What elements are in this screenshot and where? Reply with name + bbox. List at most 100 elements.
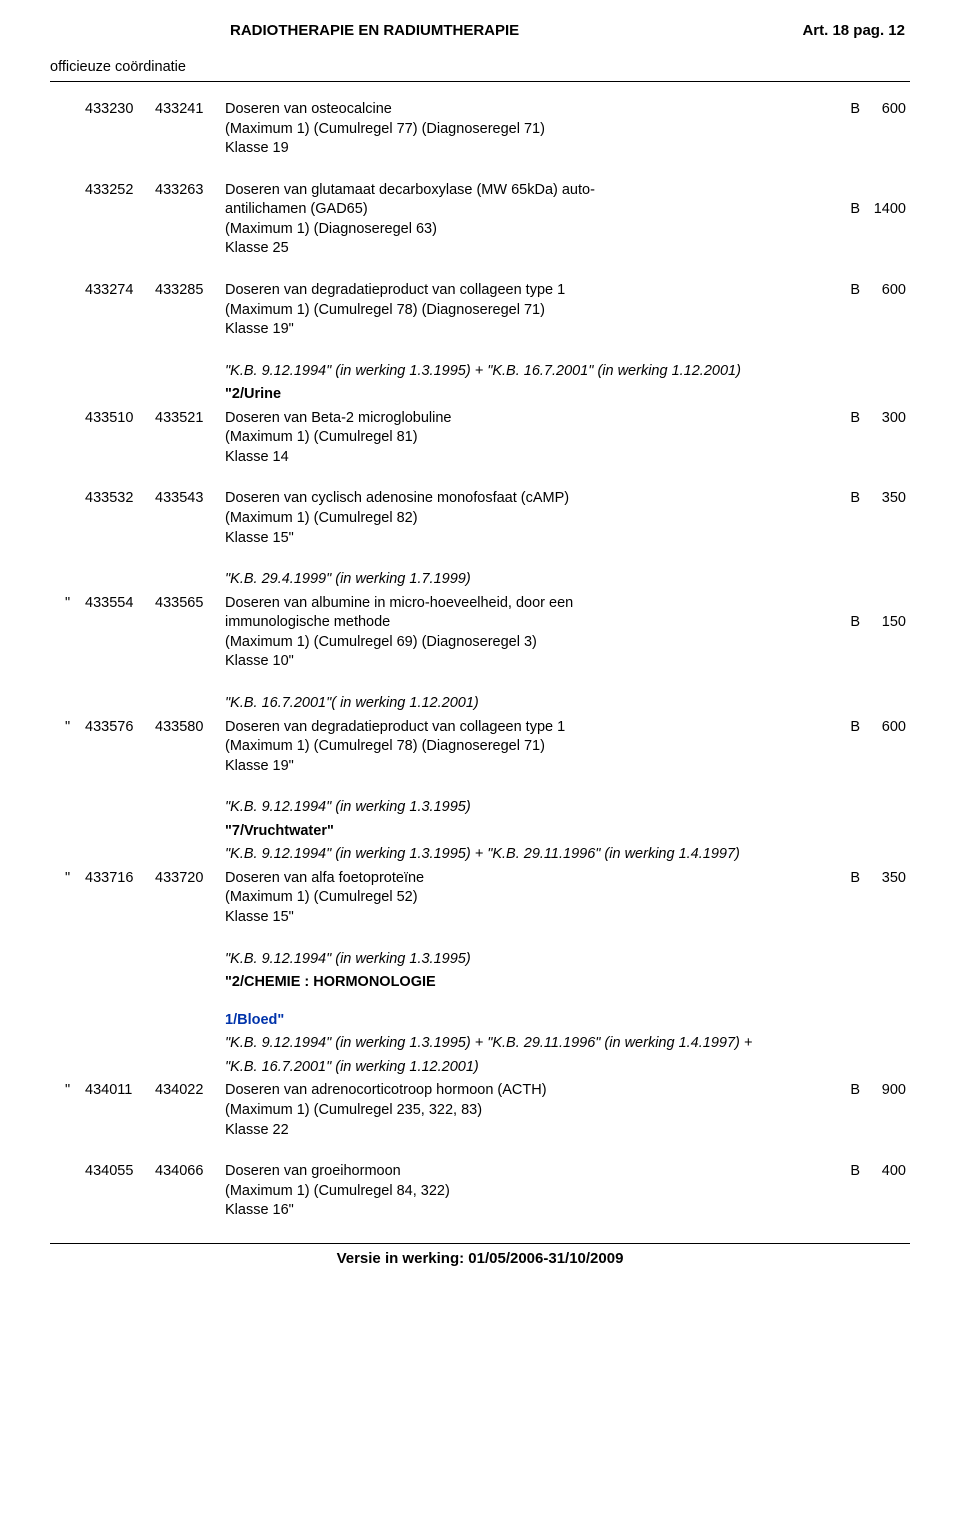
footer-rule (50, 1243, 910, 1244)
entry-code-1: 433532 (85, 489, 155, 509)
content-area: 433230433241Doseren van osteocalcine(Max… (50, 100, 910, 1221)
entry-code-2: 433263 (155, 181, 225, 201)
entry-line: (Maximum 1) (Cumulregel 81) (225, 428, 820, 448)
entry-row: "434011434022Doseren van adrenocorticotr… (65, 1081, 910, 1140)
entry-quote-mark: " (65, 718, 85, 738)
entry-line: (Maximum 1) (Diagnoseregel 63) (225, 220, 820, 240)
entry-line: antilichamen (GAD65) (225, 200, 820, 220)
entry-value: 350 (860, 489, 910, 509)
entry-code-2: 433285 (155, 281, 225, 301)
entry-line: (Maximum 1) (Cumulregel 77) (Diagnosereg… (225, 120, 820, 140)
entry-code-2: 434066 (155, 1162, 225, 1182)
entry-row: 433510433521Doseren van Beta-2 microglob… (65, 409, 910, 468)
entry-code-2: 433720 (155, 869, 225, 889)
entry-row: 434055434066Doseren van groeihormoon(Max… (65, 1162, 910, 1221)
entry-letter: B (830, 594, 860, 633)
entry-quote-mark: " (65, 1081, 85, 1101)
pre-note: "K.B. 9.12.1994" (in werking 1.3.1995) +… (225, 845, 910, 865)
entry-line: Doseren van degradatieproduct van collag… (225, 281, 820, 301)
entry-line: Doseren van adrenocorticotroop hormoon (… (225, 1081, 820, 1101)
note-blank (65, 997, 910, 1011)
header-title-right: Art. 18 pag. 12 (802, 22, 910, 39)
entry-description: Doseren van cyclisch adenosine monofosfa… (225, 489, 830, 548)
entry-letter: B (830, 1162, 860, 1182)
entry-description: Doseren van Beta-2 microglobuline(Maximu… (225, 409, 830, 468)
entry-value: 600 (860, 718, 910, 738)
entry-line: (Maximum 1) (Cumulregel 84, 322) (225, 1182, 820, 1202)
entry-description: Doseren van osteocalcine(Maximum 1) (Cum… (225, 100, 830, 159)
header-row: RADIOTHERAPIE EN RADIUMTHERAPIE Art. 18 … (50, 22, 910, 39)
entry-line: Klasse 25 (225, 239, 820, 259)
header-rule (50, 81, 910, 82)
entry-row: 433274433285Doseren van degradatieproduc… (65, 281, 910, 340)
entry-line: (Maximum 1) (Cumulregel 69) (Diagnosereg… (225, 633, 820, 653)
pre-note: 1/Bloed" (225, 1011, 910, 1031)
entry-code-2: 433565 (155, 594, 225, 614)
entry-letter: B (830, 409, 860, 429)
entry-description: Doseren van groeihormoon(Maximum 1) (Cum… (225, 1162, 830, 1221)
pre-note: "K.B. 9.12.1994" (in werking 1.3.1995) (225, 798, 910, 818)
entry-line: Klasse 22 (225, 1121, 820, 1141)
header-subtitle: officieuze coördinatie (50, 59, 910, 75)
page: RADIOTHERAPIE EN RADIUMTHERAPIE Art. 18 … (0, 0, 960, 1267)
entry-line: Klasse 15" (225, 529, 820, 549)
entry-value: 400 (860, 1162, 910, 1182)
entry-line: Doseren van osteocalcine (225, 100, 820, 120)
pre-note: "K.B. 29.4.1999" (in werking 1.7.1999) (225, 570, 910, 590)
entry-letter: B (830, 1081, 860, 1101)
entry-code-2: 433241 (155, 100, 225, 120)
entry-line: Klasse 16" (225, 1201, 820, 1221)
entry-row: 433252433263Doseren van glutamaat decarb… (65, 181, 910, 259)
entry-line: (Maximum 1) (Cumulregel 52) (225, 888, 820, 908)
entry-value: 300 (860, 409, 910, 429)
entry-description: Doseren van albumine in micro-hoeveelhei… (225, 594, 830, 672)
pre-note: "7/Vruchtwater" (225, 822, 910, 842)
entry-code-1: 434055 (85, 1162, 155, 1182)
entry-letter: B (830, 181, 860, 220)
entry-line: Doseren van cyclisch adenosine monofosfa… (225, 489, 820, 509)
entry-code-2: 433580 (155, 718, 225, 738)
entry-line: (Maximum 1) (Cumulregel 82) (225, 509, 820, 529)
entry-line: Doseren van groeihormoon (225, 1162, 820, 1182)
entry-code-1: 434011 (85, 1081, 155, 1101)
entry-line: (Maximum 1) (Cumulregel 78) (Diagnosereg… (225, 301, 820, 321)
entry-code-1: 433252 (85, 181, 155, 201)
entry-line: Doseren van albumine in micro-hoeveelhei… (225, 594, 820, 614)
entry-description: Doseren van adrenocorticotroop hormoon (… (225, 1081, 830, 1140)
pre-note: "K.B. 16.7.2001"( in werking 1.12.2001) (225, 694, 910, 714)
entry-line: Klasse 10" (225, 652, 820, 672)
header-title-left: RADIOTHERAPIE EN RADIUMTHERAPIE (230, 22, 519, 39)
entry-value: 900 (860, 1081, 910, 1101)
entry-line: Doseren van alfa foetoproteïne (225, 869, 820, 889)
entry-description: Doseren van degradatieproduct van collag… (225, 718, 830, 777)
entry-line: Doseren van degradatieproduct van collag… (225, 718, 820, 738)
entry-line: Klasse 19 (225, 139, 820, 159)
entry-value: 600 (860, 100, 910, 120)
entry-row: 433230433241Doseren van osteocalcine(Max… (65, 100, 910, 159)
entry-letter: B (830, 489, 860, 509)
entry-code-2: 433521 (155, 409, 225, 429)
entry-letter: B (830, 281, 860, 301)
entry-letter: B (830, 718, 860, 738)
entry-quote-mark: " (65, 594, 85, 614)
entry-value: 150 (860, 594, 910, 633)
entry-line: (Maximum 1) (Cumulregel 78) (Diagnosereg… (225, 737, 820, 757)
entry-code-1: 433554 (85, 594, 155, 614)
entry-value: 350 (860, 869, 910, 889)
entry-code-1: 433274 (85, 281, 155, 301)
entry-line: Doseren van glutamaat decarboxylase (MW … (225, 181, 820, 201)
pre-note: "2/CHEMIE : HORMONOLOGIE (225, 973, 910, 993)
footer-text: Versie in werking: 01/05/2006-31/10/2009 (50, 1250, 910, 1267)
pre-note: "K.B. 9.12.1994" (in werking 1.3.1995) +… (225, 362, 910, 382)
entry-quote-mark: " (65, 869, 85, 889)
entry-code-1: 433716 (85, 869, 155, 889)
pre-note: "K.B. 9.12.1994" (in werking 1.3.1995) +… (225, 1034, 910, 1054)
entry-row: "433576433580Doseren van degradatieprodu… (65, 718, 910, 777)
entry-description: Doseren van alfa foetoproteïne(Maximum 1… (225, 869, 830, 928)
entry-line: Klasse 14 (225, 448, 820, 468)
pre-note: "2/Urine (225, 385, 910, 405)
entry-value: 600 (860, 281, 910, 301)
entry-description: Doseren van glutamaat decarboxylase (MW … (225, 181, 830, 259)
entry-description: Doseren van degradatieproduct van collag… (225, 281, 830, 340)
pre-note: "K.B. 9.12.1994" (in werking 1.3.1995) (225, 950, 910, 970)
